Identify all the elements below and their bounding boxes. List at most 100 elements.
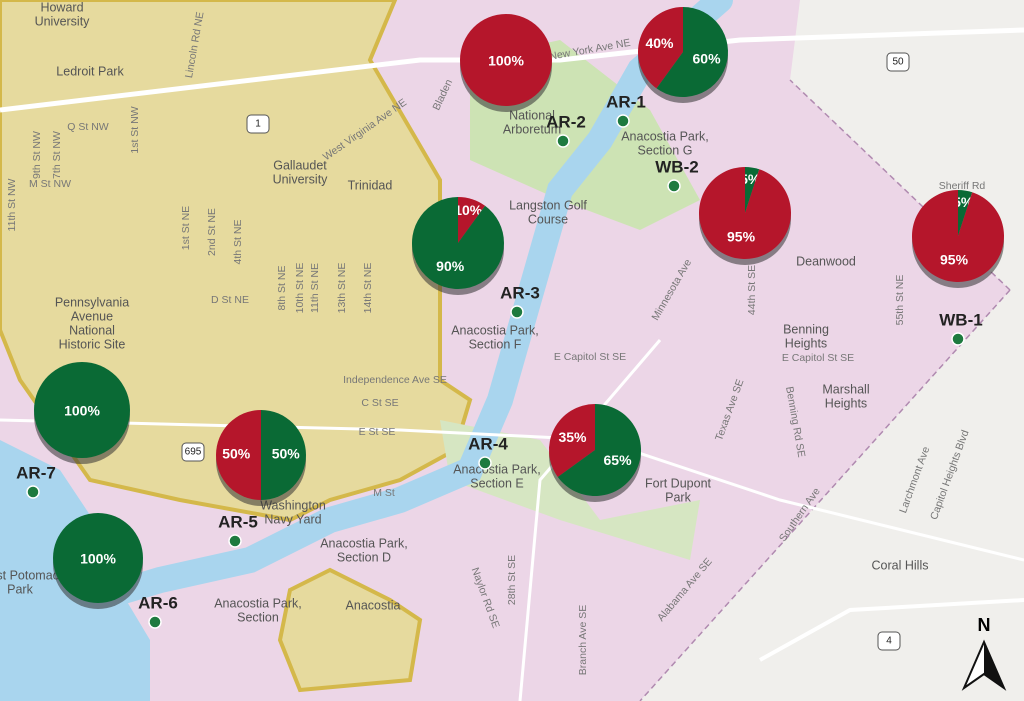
place-label: Section F — [469, 337, 522, 351]
pie-chart: 50% 50% — [216, 410, 306, 506]
shield-label: 4 — [886, 636, 892, 647]
street-label: 8th St NE — [276, 266, 288, 311]
place-label: Heights — [785, 336, 827, 350]
street-label: 11th St NE — [309, 263, 321, 313]
place-label: Historic Site — [59, 337, 126, 351]
boundary — [639, 289, 1011, 701]
station-label: AR-1 — [606, 92, 646, 111]
pie-value-label: 100% — [488, 53, 524, 69]
pie-slice — [53, 513, 143, 603]
place-label: Anacostia — [346, 598, 401, 612]
station-dot — [510, 305, 524, 319]
pie-slice — [656, 7, 729, 98]
station-label: AR-2 — [546, 112, 586, 131]
station-label: AR-6 — [138, 593, 178, 612]
pie-slice — [557, 404, 642, 496]
pie-value-label: 50% — [272, 446, 301, 462]
place-label: Section G — [638, 143, 693, 157]
place-label: Langston Golf — [509, 198, 587, 212]
place-label: Fort Dupont — [645, 476, 712, 490]
station-label: AR-5 — [218, 512, 258, 531]
pie-chart: 5%95% — [698, 167, 791, 265]
pie-slice — [912, 190, 1005, 282]
place-label: Coral Hills — [872, 558, 929, 572]
place-label: Section E — [470, 476, 524, 490]
place-label: Avenue — [71, 309, 113, 323]
place-label: Marshall — [822, 382, 869, 396]
street-label: 44th St SE — [746, 265, 758, 315]
place-label: University — [35, 14, 91, 28]
station-dot — [26, 485, 40, 499]
pie-value-label: 60% — [693, 50, 722, 66]
pie-chart: 100% — [53, 513, 143, 609]
street-label: M St — [373, 487, 395, 499]
pie-chart: 100% — [34, 362, 130, 464]
shield-label: 1 — [255, 119, 261, 130]
shield-label: 695 — [185, 447, 202, 458]
street-label: M St NW — [29, 178, 71, 190]
pie-value-label: 100% — [64, 403, 100, 419]
pie-chart: 100% — [460, 14, 552, 112]
street-label: D St NE — [211, 294, 249, 306]
pie-slice — [549, 404, 595, 478]
road — [518, 339, 662, 701]
station-dot — [951, 332, 965, 346]
street-label: 2nd St NE — [206, 208, 218, 256]
street-label: 10th St NE — [294, 263, 306, 314]
district-area — [277, 567, 423, 693]
place-label: Course — [528, 212, 568, 226]
station-label: AR-7 — [16, 463, 56, 482]
station-label: AR-4 — [468, 434, 508, 453]
place-label: Pennsylvania — [55, 295, 129, 309]
place-label: Park — [665, 490, 691, 504]
place-label: Park — [7, 582, 33, 596]
pie-slice — [216, 410, 261, 500]
place-label: Heights — [825, 396, 867, 410]
compass-label: N — [978, 615, 991, 635]
pie-value-label: 10% — [454, 202, 483, 218]
road-shield — [181, 442, 205, 462]
road-shield — [877, 631, 901, 651]
place-label: Trinidad — [348, 178, 393, 192]
street-label: 11th St NW — [6, 178, 18, 231]
place-label: National — [509, 108, 555, 122]
place-label: Section — [237, 610, 279, 624]
pie-value-label: 95% — [727, 229, 756, 245]
pie-slice — [34, 362, 130, 458]
road — [0, 27, 1024, 113]
shield-label: 50 — [892, 57, 904, 68]
street-label: Q St NW — [67, 121, 109, 133]
place-label: Benning — [783, 322, 829, 336]
pie-slice — [460, 14, 552, 106]
place-label: Howard — [40, 0, 83, 14]
pie-slice — [698, 167, 791, 259]
road-shield — [246, 114, 270, 134]
street-label: 13th St NE — [336, 263, 348, 314]
street-label: 28th St SE — [506, 555, 518, 605]
place-label: Anacostia Park, — [214, 596, 302, 610]
pie-slice — [958, 190, 973, 236]
pie-chart: 35% 65% — [549, 404, 642, 502]
pie-slice — [638, 7, 683, 89]
street-label: 7th St NW — [51, 131, 63, 179]
station-label: WB-2 — [655, 157, 698, 176]
station-dot — [148, 615, 162, 629]
arrow — [984, 642, 1004, 688]
place-label: Anacostia Park, — [453, 462, 541, 476]
street-label: Branch Ave SE — [577, 605, 589, 675]
pie-slice — [411, 197, 504, 290]
road-shield — [886, 52, 910, 72]
street-label: 14th St NE — [362, 263, 374, 314]
place-label: University — [273, 172, 329, 186]
pie-value-label: 35% — [558, 429, 587, 445]
place-label: Ledroit Park — [56, 64, 124, 78]
place-label: East Potomac — [0, 568, 59, 582]
station-dot — [667, 179, 681, 193]
place-label: Section D — [337, 550, 391, 564]
pie-chart: 10% 90% — [411, 197, 504, 295]
place-label: Deanwood — [796, 254, 856, 268]
place-label: Anacostia Park, — [621, 129, 709, 143]
station-dot — [616, 114, 630, 128]
street-label: Sheriff Rd — [939, 180, 986, 192]
